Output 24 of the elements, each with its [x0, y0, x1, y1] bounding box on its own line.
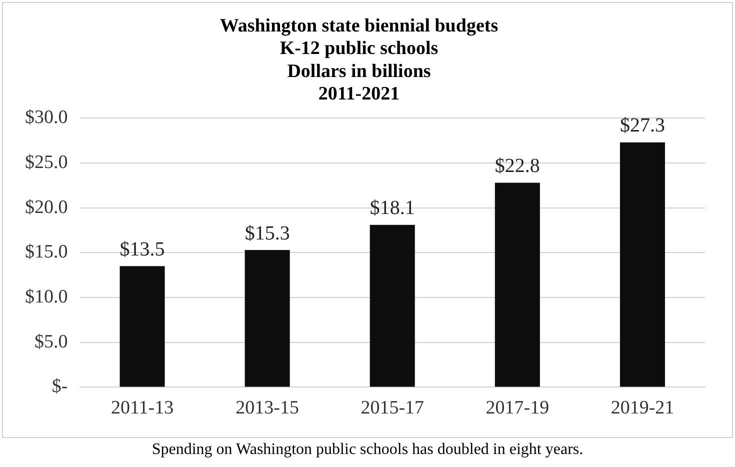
y-tick-label: $5.0 — [34, 331, 68, 352]
y-tick-label: $25.0 — [25, 152, 68, 174]
x-tick-label: 2015-17 — [360, 398, 424, 419]
bar — [494, 182, 540, 387]
text: Spending on Washington public schools has doubled in eight years. — [150, 441, 584, 459]
data-label: $27.3 — [620, 114, 665, 137]
bar — [370, 224, 415, 387]
x-tick-label: 2017-19 — [486, 398, 550, 419]
x-tick-label: 2013-15 — [236, 398, 299, 419]
data-label: $15.3 — [244, 222, 290, 244]
x-tick-label: 2019-21 — [610, 398, 674, 419]
chart-title: Washington state biennial budgets K-12 public schools Dollars in billions 2011-2021 — [220, 15, 498, 105]
x-tick-label: 2011-13 — [110, 398, 174, 419]
bar — [620, 142, 665, 387]
data-label: $22.8 — [494, 155, 540, 178]
y-tick-label: $20.0 — [25, 196, 68, 218]
y-tick-label: $- — [52, 376, 68, 398]
data-label: $13.5 — [120, 238, 165, 260]
bar — [244, 250, 290, 387]
data-label: $18.1 — [370, 197, 415, 220]
y-tick-label: $10.0 — [25, 286, 68, 308]
y-tick-label: $15.0 — [25, 242, 68, 263]
bar — [120, 266, 165, 387]
y-tick-label: $30.0 — [25, 107, 68, 128]
